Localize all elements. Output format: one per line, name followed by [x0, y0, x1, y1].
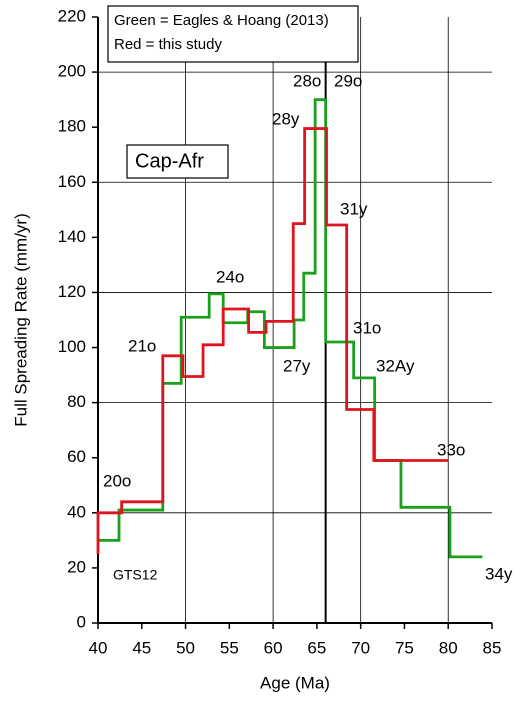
annotation: 28y: [272, 109, 300, 128]
annotation: Cap-Afr: [135, 150, 204, 172]
annotation: 27y: [283, 356, 311, 375]
x-tick-label: 45: [132, 638, 151, 657]
y-tick-label: 220: [58, 6, 86, 25]
y-tick-label: 200: [58, 62, 86, 81]
annotation: 31y: [340, 199, 368, 218]
x-tick-label: 65: [307, 638, 326, 657]
annotation: 28o: [293, 71, 321, 90]
y-tick-label: 120: [58, 282, 86, 301]
annotation: 31o: [353, 318, 381, 337]
x-tick-label: 55: [220, 638, 239, 657]
annotation: 20o: [103, 471, 131, 490]
x-tick-label: 50: [176, 638, 195, 657]
x-axis-label: Age (Ma): [260, 673, 330, 692]
y-tick-label: 0: [77, 612, 86, 631]
y-tick-label: 180: [58, 117, 86, 136]
y-tick-label: 40: [67, 502, 86, 521]
annotation: 34y: [485, 564, 513, 583]
y-tick-label: 160: [58, 172, 86, 191]
x-tick-label: 40: [89, 638, 108, 657]
y-tick-label: 100: [58, 337, 86, 356]
y-tick-label: 60: [67, 447, 86, 466]
x-tick-label: 85: [483, 638, 502, 657]
annotation: 24o: [216, 267, 244, 286]
x-tick-label: 80: [439, 638, 458, 657]
annotation: GTS12: [113, 567, 158, 583]
y-tick-label: 140: [58, 227, 86, 246]
legend-entry: Red = this study: [114, 36, 222, 53]
annotation: 33o: [437, 440, 465, 459]
legend-box: [107, 5, 359, 63]
annotation: 29o: [334, 71, 362, 90]
x-tick-label: 70: [351, 638, 370, 657]
y-axis-label: Full Spreading Rate (mm/yr): [11, 213, 30, 427]
x-tick-label: 75: [395, 638, 414, 657]
y-tick-label: 80: [67, 392, 86, 411]
y-tick-label: 20: [67, 557, 86, 576]
legend-entry: Green = Eagles & Hoang (2013): [114, 12, 329, 29]
x-tick-label: 60: [264, 638, 283, 657]
annotation: 32Ay: [376, 356, 415, 375]
step-line: [96, 127, 449, 555]
annotation: 21o: [128, 336, 156, 355]
label-box: [126, 144, 229, 179]
